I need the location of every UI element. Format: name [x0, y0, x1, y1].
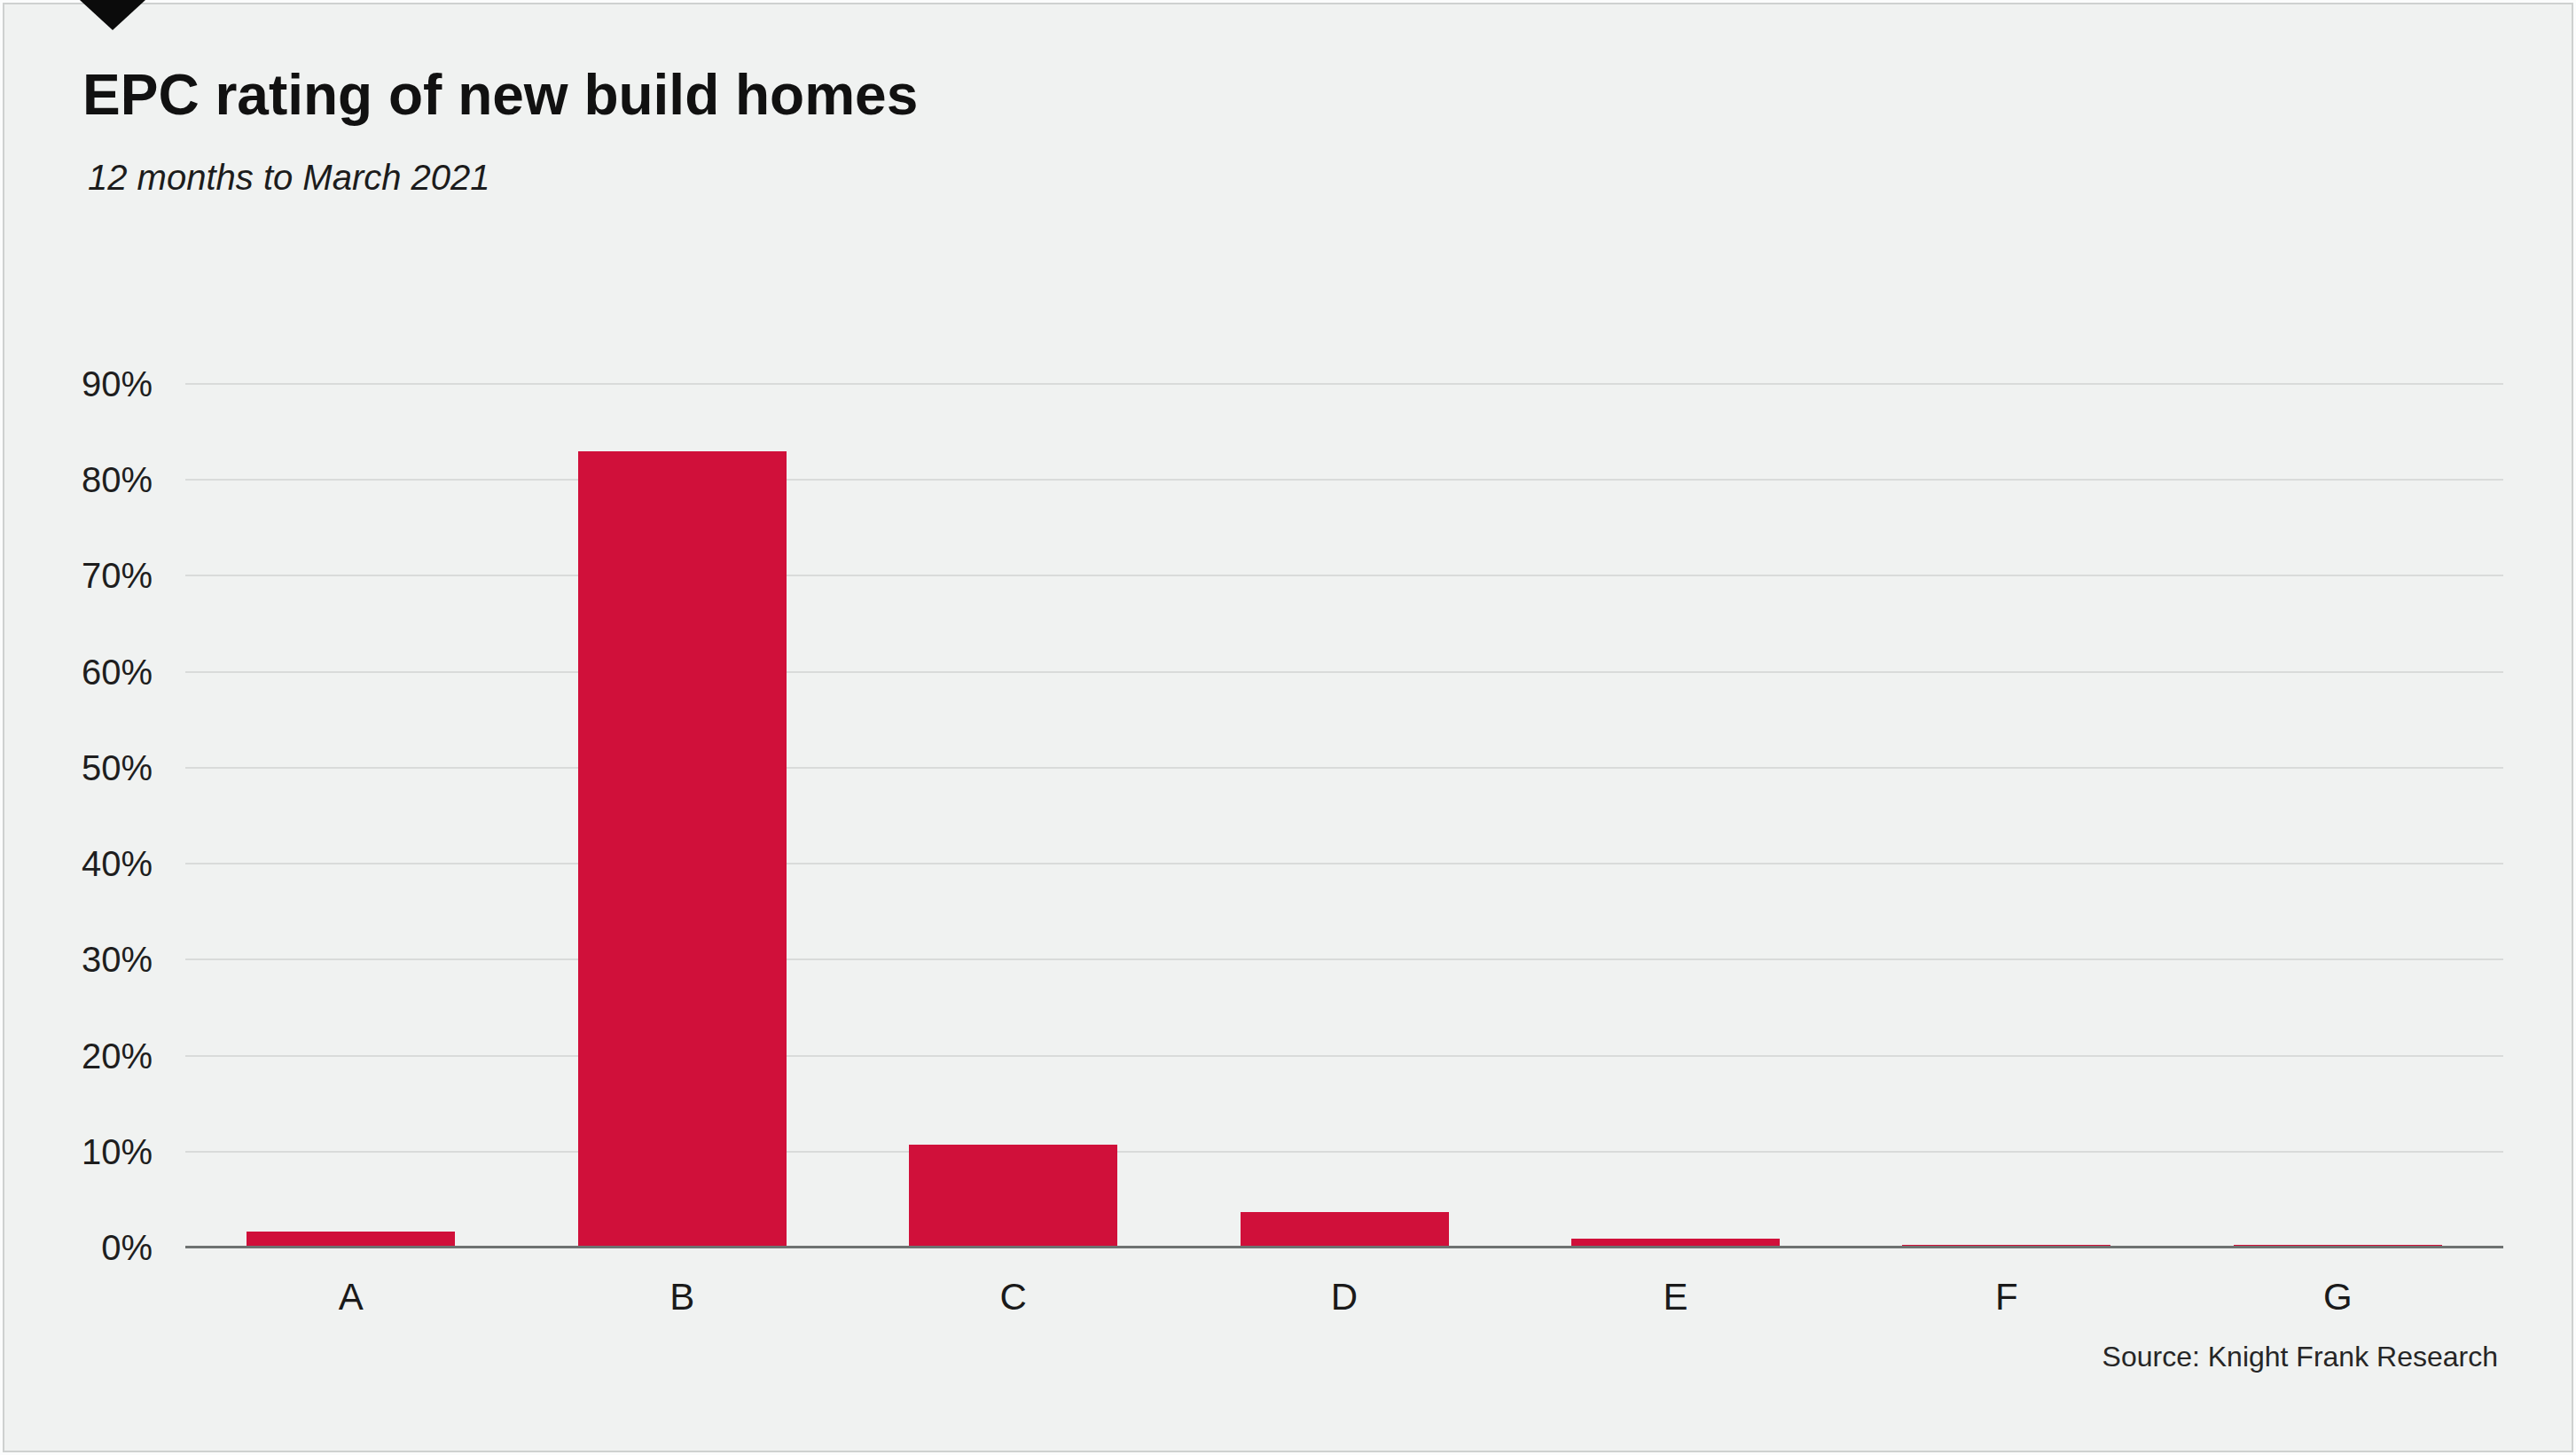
bar-C — [909, 1145, 1117, 1248]
source-attribution: Source: Knight Frank Research — [2102, 1341, 2498, 1373]
gridline — [185, 383, 2503, 385]
chart-canvas: EPC rating of new build homes 12 months … — [0, 0, 2576, 1455]
x-axis-label: E — [1510, 1279, 1841, 1316]
chart-subtitle: 12 months to March 2021 — [88, 158, 490, 198]
y-axis-tick-label: 90% — [0, 366, 153, 402]
gridline — [185, 1055, 2503, 1057]
gridline — [185, 479, 2503, 481]
x-axis-label: D — [1178, 1279, 1509, 1316]
gridline — [185, 1151, 2503, 1153]
x-axis-label: A — [185, 1279, 516, 1316]
y-axis-tick-label: 70% — [0, 558, 153, 593]
x-axis-label: B — [516, 1279, 847, 1316]
x-axis-label: C — [848, 1279, 1178, 1316]
x-axis-label: G — [2173, 1279, 2503, 1316]
y-axis-tick-label: 60% — [0, 654, 153, 690]
down-triangle-icon — [80, 0, 145, 30]
y-axis-tick-label: 10% — [0, 1134, 153, 1169]
bar-D — [1241, 1212, 1449, 1248]
x-axis-line — [185, 1246, 2503, 1248]
bar-B — [578, 451, 787, 1248]
gridline — [185, 671, 2503, 673]
y-axis-tick-label: 80% — [0, 462, 153, 497]
plot-area — [185, 384, 2503, 1248]
y-axis-tick-label: 50% — [0, 750, 153, 786]
x-axis-label: F — [1841, 1279, 2172, 1316]
gridline — [185, 958, 2503, 960]
y-axis-tick-label: 20% — [0, 1038, 153, 1074]
gridline — [185, 863, 2503, 864]
y-axis-tick-label: 40% — [0, 846, 153, 881]
y-axis-tick-label: 0% — [0, 1230, 153, 1265]
gridline — [185, 767, 2503, 769]
chart-title: EPC rating of new build homes — [82, 62, 918, 128]
gridline — [185, 575, 2503, 576]
y-axis-tick-label: 30% — [0, 942, 153, 977]
